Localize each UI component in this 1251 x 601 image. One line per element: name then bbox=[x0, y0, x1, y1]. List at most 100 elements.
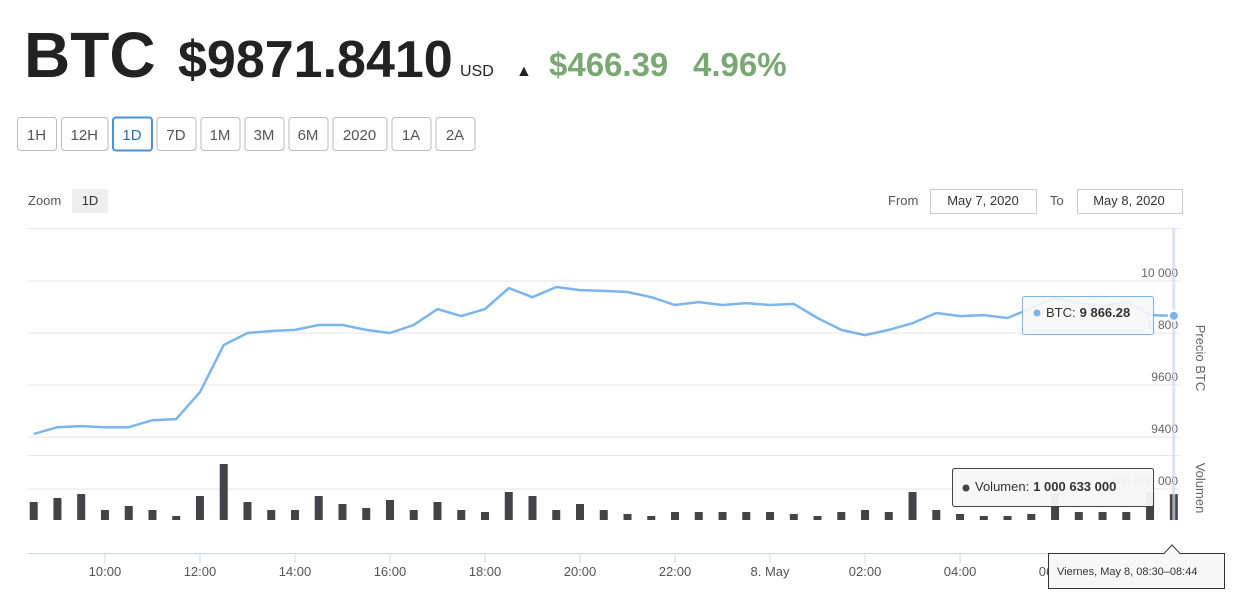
y-tick-label: 9 800 bbox=[1148, 318, 1178, 332]
volume-bar bbox=[385, 500, 394, 520]
to-date[interactable]: May 8, 2020 bbox=[1093, 193, 1165, 208]
range-button[interactable] bbox=[17, 117, 57, 151]
volume-bar bbox=[979, 515, 988, 520]
volume-bar bbox=[219, 463, 228, 520]
volume-bar bbox=[29, 501, 38, 520]
from-input[interactable] bbox=[930, 189, 1037, 214]
x-tick-label: 02:00 bbox=[849, 564, 882, 579]
x-tick-label: 10:00 bbox=[89, 564, 122, 579]
from-date[interactable]: May 7, 2020 bbox=[947, 193, 1019, 208]
time-tooltip bbox=[1048, 544, 1225, 589]
volume-bar bbox=[718, 511, 727, 520]
range-button[interactable] bbox=[61, 117, 109, 151]
change-arrow: ▲ bbox=[516, 63, 532, 80]
volume-bar bbox=[742, 511, 751, 520]
range-button[interactable] bbox=[391, 117, 432, 151]
volume-bar bbox=[243, 501, 252, 520]
range-button-label[interactable]: 12H bbox=[70, 127, 98, 144]
time-tooltip-text: Viernes, May 8, 08:30–08:44 bbox=[1057, 566, 1197, 578]
range-button[interactable] bbox=[156, 117, 197, 151]
y-axis-title: Precio BTC bbox=[1193, 325, 1208, 391]
volume-bar bbox=[314, 495, 323, 520]
volume-bar bbox=[789, 514, 798, 520]
volume-bar bbox=[1098, 511, 1107, 520]
price-line bbox=[33, 285, 1174, 436]
price-tooltip bbox=[1022, 296, 1154, 335]
range-button-label[interactable]: 6M bbox=[298, 127, 319, 144]
range-button-label[interactable]: 1A bbox=[402, 127, 420, 144]
volume-bar bbox=[124, 505, 133, 520]
range-button-label[interactable]: 7D bbox=[166, 127, 185, 144]
y2-axis-title: Volumen bbox=[1193, 463, 1208, 514]
volume-bar bbox=[576, 504, 585, 520]
volume-bar bbox=[290, 510, 299, 520]
symbol: BTC bbox=[24, 19, 156, 91]
range-button[interactable] bbox=[288, 117, 329, 151]
volume-bar bbox=[694, 511, 703, 520]
tooltip-series: Volumen: bbox=[975, 479, 1029, 494]
zoom-value[interactable]: 1D bbox=[82, 193, 99, 208]
volume-bar bbox=[362, 507, 371, 520]
overlay: BTC: 9 866.28 Volumen: 1 000 633 000 Viernes… bbox=[952, 228, 1225, 589]
to-label: To bbox=[1050, 193, 1064, 208]
volume-tooltip-text: Volumen: 1 000 633 000 bbox=[975, 479, 1116, 494]
to-input[interactable] bbox=[1077, 189, 1183, 214]
volume-bar bbox=[409, 510, 418, 520]
x-tick-label: 22:00 bbox=[659, 564, 692, 579]
volume-bar bbox=[956, 514, 965, 520]
range-button[interactable] bbox=[244, 117, 285, 151]
volume-bar bbox=[480, 511, 489, 520]
volume-bar bbox=[884, 511, 893, 520]
tooltip-series: BTC: bbox=[1046, 305, 1076, 320]
price: $9871.8410 bbox=[178, 31, 453, 89]
range-button-label[interactable]: 2020 bbox=[343, 127, 376, 144]
volume-bar bbox=[861, 510, 870, 520]
volume-bar bbox=[766, 511, 775, 520]
volume-bar bbox=[1074, 511, 1083, 520]
volume-bar bbox=[1003, 515, 1012, 520]
zoom-button[interactable] bbox=[72, 189, 108, 213]
hover-point bbox=[1167, 309, 1180, 322]
change-percent: 4.96% bbox=[693, 46, 787, 83]
x-tick-label: 18:00 bbox=[469, 564, 502, 579]
range-button-label[interactable]: 1M bbox=[210, 127, 231, 144]
range-button-label[interactable]: 3M bbox=[254, 127, 275, 144]
zoom-label: Zoom bbox=[28, 193, 61, 208]
x-tick-label: 04:00 bbox=[944, 564, 977, 579]
range-button[interactable] bbox=[200, 117, 241, 151]
volume-bar bbox=[172, 515, 181, 520]
range-button[interactable] bbox=[435, 117, 476, 151]
x-tick-label: 8. May bbox=[751, 564, 791, 579]
volume-bar bbox=[504, 491, 513, 520]
volume-bar bbox=[932, 510, 941, 520]
range-button-label[interactable]: 1H bbox=[27, 127, 46, 144]
tooltip-value: 9 866.28 bbox=[1080, 305, 1131, 320]
volume-bar bbox=[599, 510, 608, 520]
x-tick-label: 16:00 bbox=[374, 564, 407, 579]
range-button-label[interactable]: 1D bbox=[122, 127, 141, 144]
volume-bar bbox=[433, 501, 442, 520]
x-tick-label: 14:00 bbox=[279, 564, 312, 579]
volume-bar bbox=[647, 515, 656, 520]
volume-tooltip bbox=[952, 468, 1154, 507]
range-button[interactable] bbox=[112, 116, 153, 152]
volume-bar bbox=[148, 510, 157, 520]
volume-bar bbox=[813, 515, 822, 520]
change: $466.39 bbox=[549, 46, 668, 83]
volume-bar bbox=[837, 511, 846, 520]
volume-bar bbox=[195, 495, 204, 520]
volume-bar bbox=[100, 510, 109, 520]
y-tick-label: 9600 bbox=[1151, 370, 1178, 384]
from-label: From bbox=[888, 193, 918, 208]
x-tick-label: 12:00 bbox=[184, 564, 217, 579]
price-tooltip-text: BTC: 9 866.28 bbox=[1046, 305, 1130, 320]
volume-bar bbox=[1122, 511, 1131, 520]
tooltip-dot bbox=[1033, 309, 1041, 317]
volume-bar bbox=[528, 495, 537, 520]
tooltip-dot bbox=[962, 484, 970, 492]
range-button[interactable] bbox=[332, 117, 388, 151]
volume-bar bbox=[671, 511, 680, 520]
volume-bar bbox=[267, 510, 276, 520]
range-button-label[interactable]: 2A bbox=[446, 127, 464, 144]
